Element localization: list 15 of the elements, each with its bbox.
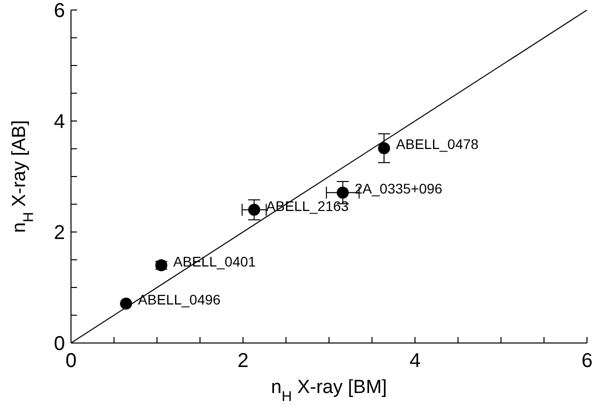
point: [336, 186, 349, 199]
x-tick-label: 2: [237, 350, 249, 372]
x-tick-label: 6: [581, 350, 593, 372]
y-tick-label: 0: [54, 333, 65, 356]
point: [120, 298, 132, 310]
y-tick-label: 2: [54, 222, 65, 244]
point: [248, 204, 260, 216]
point-label: ABELL_0478: [396, 136, 479, 152]
point-label: ABELL_0496: [138, 292, 221, 308]
y-tick-label: 6: [54, 0, 65, 22]
y-tick-label: 4: [54, 111, 65, 134]
x-axis-title: n$_{H}$ X-ray [BM]: [271, 377, 387, 405]
x-tick-label: 4: [409, 350, 421, 372]
point: [378, 142, 390, 154]
point-label: 2A_0335+096: [354, 180, 442, 197]
